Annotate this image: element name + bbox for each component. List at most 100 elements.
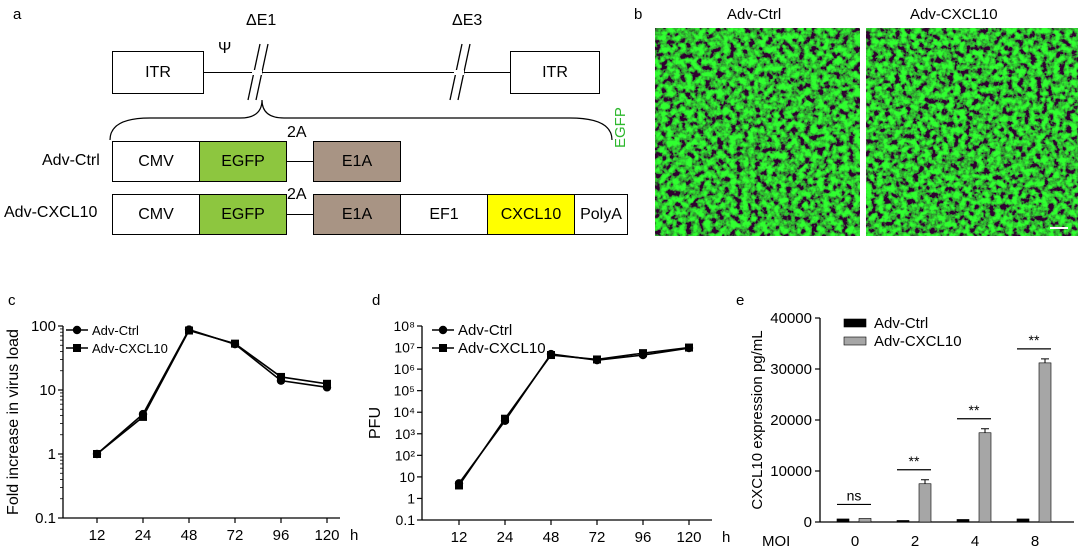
legend-marker-square [439, 344, 447, 352]
legend-label: Adv-CXCL10 [92, 341, 168, 356]
x-tick-label: 12 [451, 529, 468, 546]
cmv-box-1: CMV [112, 141, 200, 182]
delta-e3-label: ΔE3 [452, 12, 483, 29]
y-tick-label: 1 [407, 490, 415, 506]
bar-adv-ctrl [836, 518, 850, 523]
data-point-square [639, 349, 647, 358]
construct-2-name: Adv-CXCL10 [4, 204, 98, 221]
y-tick-label: 10² [395, 447, 416, 463]
y-tick-label: 0.1 [396, 512, 416, 528]
data-point-square [231, 339, 239, 348]
legend-label: Adv-Ctrl [92, 323, 139, 338]
scale-bar [1050, 227, 1068, 229]
y-axis-label: CXCL10 expression pg/mL [749, 330, 766, 509]
data-point-square [139, 412, 147, 421]
x-axis-label: h [722, 529, 730, 546]
cmv-label-1: CMV [138, 152, 174, 170]
x-tick-label: 4 [971, 533, 979, 550]
e1a-box-1: E1A [313, 141, 401, 182]
delta-e3-gap [454, 70, 464, 75]
x-tick-label: 12 [89, 527, 106, 544]
data-point-square [685, 343, 693, 352]
x-tick-label: 72 [589, 529, 606, 546]
x-tick-label: 48 [543, 529, 560, 546]
itr-right-box: ITR [510, 51, 600, 94]
two-a-link-2 [287, 214, 313, 215]
panel-c-letter: c [8, 292, 16, 309]
x-tick-label: 24 [135, 527, 152, 544]
y-tick-label: 10⁷ [394, 340, 415, 356]
x-tick-label: 72 [227, 527, 244, 544]
significance-label: ns [847, 487, 862, 503]
significance-label: ** [1029, 332, 1040, 348]
two-a-label-2: 2A [287, 186, 307, 203]
y-tick-label: 10⁵ [394, 383, 415, 399]
bar-adv-cxcl10 [1038, 362, 1052, 523]
psi-label: Ψ [218, 40, 232, 57]
y-tick-label: 0.1 [35, 510, 56, 527]
panel-e-letter: e [736, 292, 745, 309]
micrograph-col-1-title: Adv-Ctrl [727, 6, 782, 23]
e1a-label-1: E1A [341, 152, 373, 170]
egfp-box-1: EGFP [199, 141, 287, 182]
y-tick-label: 1 [48, 446, 56, 463]
y-tick-label: 10⁶ [394, 361, 415, 377]
y-tick-label: 10 [39, 382, 56, 399]
panel-a-letter: a [13, 6, 22, 23]
y-axis-label: Fold increase in virus load [5, 329, 22, 515]
significance-label: ** [969, 402, 980, 418]
series-line-adv-ctrl [458, 347, 690, 484]
bar-adv-cxcl10 [918, 483, 932, 523]
panel-d-letter: d [372, 292, 381, 309]
two-a-link-1 [287, 161, 313, 162]
cxcl10-label: CXCL10 [500, 205, 562, 223]
e1a-box-2: E1A [313, 194, 401, 235]
cmv-label-2: CMV [138, 205, 174, 223]
y-tick-label: 20000 [770, 412, 812, 429]
data-point-square [323, 379, 331, 388]
x-axis-label: h [350, 527, 358, 544]
x-tick-label: 2 [911, 533, 919, 550]
y-tick-label: 40000 [770, 310, 812, 327]
y-tick-label: 10³ [395, 426, 416, 442]
y-tick-label: 0 [804, 514, 812, 531]
x-tick-label: 48 [181, 527, 198, 544]
data-point-square [547, 351, 555, 360]
micrograph-row-label: EGFP [612, 107, 629, 148]
bar-adv-ctrl [956, 519, 970, 523]
x-tick-label: 96 [635, 529, 652, 546]
x-tick-label: 120 [676, 529, 701, 546]
x-tick-label: 24 [497, 529, 514, 546]
panel-b-letter: b [634, 6, 643, 23]
legend-marker-circle [438, 325, 448, 335]
egfp-label-2: EGFP [221, 205, 265, 223]
x-tick-label: 120 [314, 527, 339, 544]
x-axis-label: MOI [762, 533, 790, 550]
legend-label: Adv-Ctrl [874, 315, 928, 332]
insert-brace [109, 99, 613, 141]
legend-marker-circle [72, 325, 82, 335]
series-line-adv-cxcl10 [96, 329, 328, 455]
x-tick-label: 0 [851, 533, 859, 550]
x-tick-label: 96 [273, 527, 290, 544]
cmv-box-2: CMV [112, 194, 200, 235]
itr-left-label: ITR [145, 63, 171, 81]
two-a-label-1: 2A [287, 124, 307, 141]
bar-adv-ctrl [1016, 518, 1030, 523]
itr-right-label: ITR [542, 63, 568, 81]
series-line-adv-cxcl10 [458, 346, 690, 486]
legend-swatch [843, 318, 867, 328]
itr-left-box: ITR [112, 51, 204, 94]
data-point-square [93, 450, 101, 458]
panel-a-graphics [109, 43, 613, 141]
significance-label: ** [909, 453, 920, 469]
y-tick-label: 10000 [770, 463, 812, 480]
data-point-square [593, 355, 601, 364]
micrograph-adv-ctrl [655, 28, 860, 236]
micrograph-col-2-title: Adv-CXCL10 [910, 6, 998, 23]
legend-label: Adv-Ctrl [458, 322, 512, 339]
delta-e1-gap [252, 70, 262, 75]
construct-1-name: Adv-Ctrl [42, 152, 100, 169]
chart-d-pfu: 0.1 1 10 10² 10³ 10⁴ 10⁵ 10⁶ 10⁷ 10⁸ 12 24 48 72 96 120… [367, 318, 730, 546]
y-tick-label: 10 [399, 469, 415, 485]
